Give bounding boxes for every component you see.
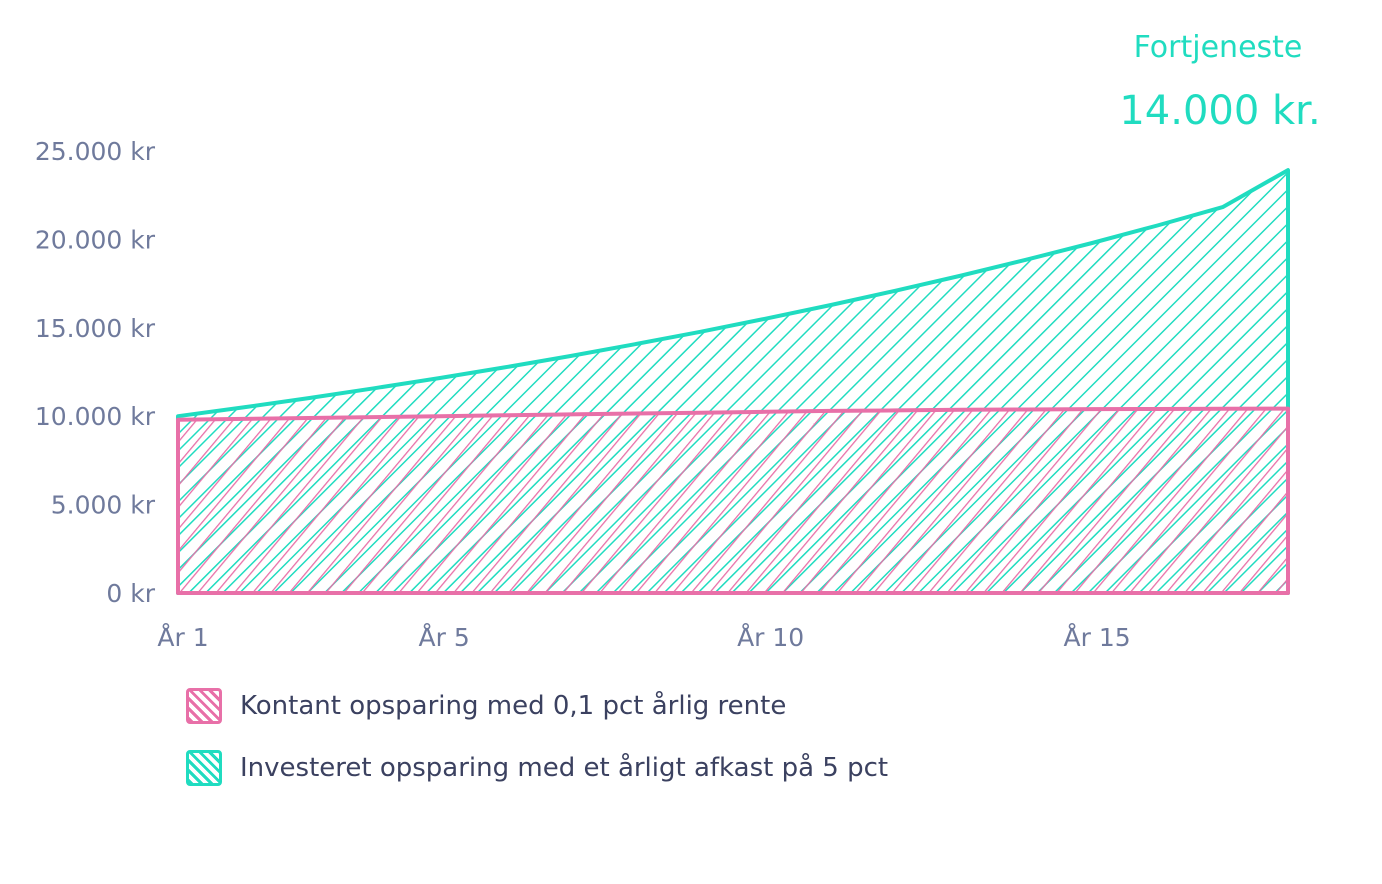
legend-item-cash: Kontant opsparing med 0,1 pct årlig rent… [186,686,888,726]
x-tick-label: År 5 [419,623,470,652]
legend-swatch-cash [186,688,222,724]
legend-item-invested: Investeret opsparing med et årligt afkas… [186,748,888,788]
legend: Kontant opsparing med 0,1 pct årlig rent… [186,686,888,810]
y-axis: 0 kr 5.000 kr 10.000 kr 15.000 kr 20.000 kr 2… [35,137,156,608]
profit-annotation: Fortjeneste 14.000 kr. [1119,30,1320,134]
series-area-fill [178,408,1288,593]
y-tick-label: 25.000 kr [35,137,156,166]
x-tick-label: År 15 [1064,623,1131,652]
y-tick-label: 5.000 kr [51,491,156,520]
legend-label-invested: Investeret opsparing med et årligt afkas… [240,753,889,783]
y-tick-label: 10.000 kr [35,402,156,431]
y-tick-label: 20.000 kr [35,225,156,254]
x-axis: År 1 År 5 År 10 År 15 [157,623,1130,652]
legend-label-cash: Kontant opsparing med 0,1 pct årlig rent… [240,691,787,721]
series-layer [176,168,1290,595]
legend-swatch-invested [186,750,222,786]
x-tick-label: År 10 [737,623,804,652]
series-area-outline [176,168,1290,595]
profit-annotation-title: Fortjeneste [1134,30,1303,65]
y-tick-label: 15.000 kr [35,314,156,343]
series-area-outline [176,406,1290,595]
y-tick-label: 0 kr [106,579,155,608]
profit-annotation-value: 14.000 kr. [1119,88,1320,134]
x-tick-label: År 1 [157,623,208,652]
